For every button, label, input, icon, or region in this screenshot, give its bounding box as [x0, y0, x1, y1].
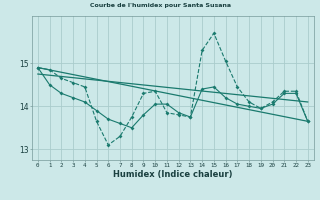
Text: Courbe de l'humidex pour Santa Susana: Courbe de l'humidex pour Santa Susana — [90, 3, 230, 8]
X-axis label: Humidex (Indice chaleur): Humidex (Indice chaleur) — [113, 170, 233, 179]
